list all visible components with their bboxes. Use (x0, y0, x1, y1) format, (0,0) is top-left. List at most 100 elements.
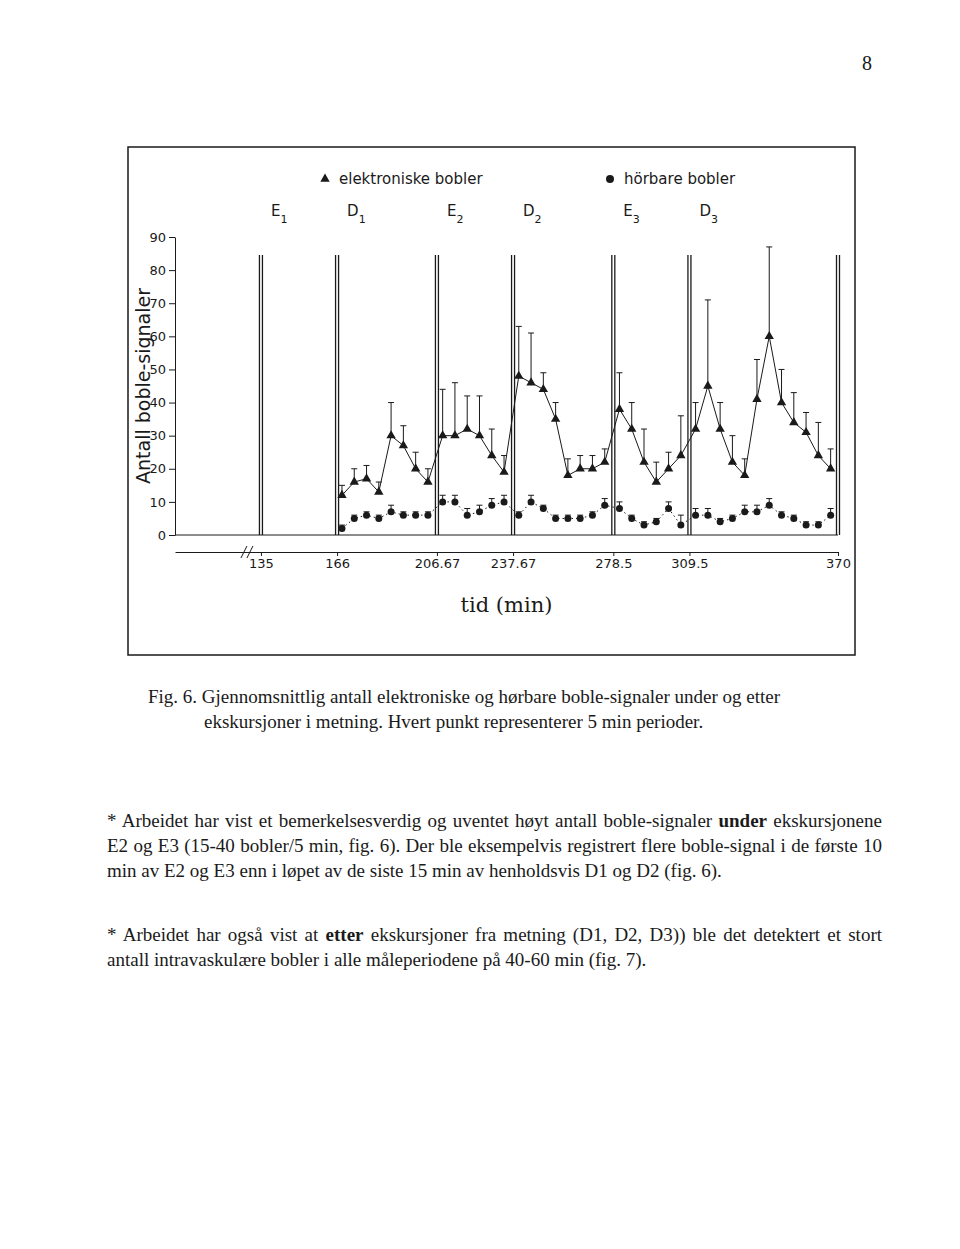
figure-frame (128, 147, 855, 655)
phase-label: D1 (347, 202, 366, 226)
error-bar (616, 373, 622, 409)
data-point (438, 430, 447, 438)
data-point (501, 498, 508, 505)
y-tick-mark (169, 303, 175, 304)
error-bar-cap (705, 299, 711, 300)
legend-item: hörbare bobler (606, 170, 736, 188)
x-axis-title: tid (min) (461, 593, 553, 617)
error-bar-cap (693, 402, 699, 403)
error-bar-cap (729, 435, 735, 436)
y-tick-mark (169, 436, 175, 437)
y-tick: 0 (158, 528, 175, 543)
phase-label: E1 (271, 202, 287, 226)
data-point (715, 424, 724, 432)
error-bar-stem (619, 373, 620, 409)
error-bar-stem (756, 360, 757, 400)
data-point (589, 512, 596, 519)
phase-label: E3 (623, 202, 639, 226)
paragraph: * Arbeidet har også vist at etter ekskur… (107, 922, 882, 972)
data-point (766, 502, 773, 509)
data-point (514, 371, 523, 379)
y-axis-line (175, 238, 176, 536)
data-point (399, 440, 408, 448)
error-bar-stem (518, 326, 519, 376)
error-bar-cap (666, 452, 672, 453)
error-bar-stem (769, 247, 770, 336)
error-bar-cap (602, 448, 608, 449)
text: * Arbeidet har også vist at (107, 924, 326, 945)
legend-marker (320, 174, 329, 182)
x-tick: 135 (249, 552, 274, 571)
data-point (411, 463, 420, 471)
data-point (601, 502, 608, 509)
y-tick-mark (169, 369, 175, 370)
error-bar-cap (779, 369, 785, 370)
data-point (729, 515, 736, 522)
error-bar-stem (479, 396, 480, 436)
error-bar-cap (501, 495, 507, 496)
legend-marker (606, 175, 614, 183)
phase-boundary (262, 255, 263, 535)
data-point (515, 512, 522, 519)
error-bar-cap (653, 462, 659, 463)
data-point (600, 457, 609, 465)
phase-boundary (338, 255, 339, 535)
data-point (386, 430, 395, 438)
y-tick-mark (169, 403, 175, 404)
error-bar-cap (717, 402, 723, 403)
data-point (665, 505, 672, 512)
baseline (175, 535, 838, 536)
error-bar-cap (464, 395, 470, 396)
error-bar-cap (828, 448, 834, 449)
data-point (588, 463, 597, 471)
data-point (374, 487, 383, 495)
data-point (752, 394, 761, 402)
phases: E1D1E2D2E3D3 (259, 202, 839, 535)
data-point (628, 515, 635, 522)
data-point (704, 512, 711, 519)
phase-boundary (511, 255, 512, 535)
data-point (528, 498, 535, 505)
caption: Fig. 6. Gjennomsnittlig antall elektroni… (148, 684, 848, 734)
error-bar-cap (791, 392, 797, 393)
error-bar (754, 360, 760, 400)
x-tick: 278.5 (595, 552, 632, 571)
x-tick: 206.67 (415, 552, 461, 571)
data-point (463, 424, 472, 432)
data-point (740, 470, 749, 478)
data-point (664, 463, 673, 471)
error-bar-cap (815, 422, 821, 423)
error-bar-cap (452, 495, 458, 496)
bold-text: etter (326, 924, 364, 945)
data-point (814, 450, 823, 458)
x-tick: 237.67 (491, 552, 537, 571)
x-tick-label: 309.5 (671, 556, 708, 571)
data-point (552, 515, 559, 522)
data-point (728, 457, 737, 465)
data-point (564, 515, 571, 522)
x-tick: 166 (325, 552, 350, 571)
data-point (641, 522, 648, 529)
legend-label: hörbare bobler (624, 170, 736, 188)
error-bar-cap (754, 505, 760, 506)
y-tick-mark (169, 237, 175, 238)
x-tick-label: 278.5 (595, 556, 632, 571)
data-point (692, 512, 699, 519)
error-bar-cap (476, 395, 482, 396)
data-point (450, 430, 459, 438)
data-point (375, 515, 382, 522)
error-bar-cap (351, 468, 357, 469)
legend-item: elektroniske bobler (320, 170, 483, 188)
phase-boundary (435, 255, 436, 535)
error-bar-cap (666, 501, 672, 502)
x-axis: 135166206.67237.67278.5309.5370 (176, 552, 851, 571)
data-point (639, 457, 648, 465)
data-layer (337, 247, 835, 532)
data-point (338, 525, 345, 532)
error-bar-cap (464, 508, 470, 509)
y-tick-mark (169, 336, 175, 337)
error-bar (452, 383, 458, 436)
data-point (540, 505, 547, 512)
data-point (412, 512, 419, 519)
data-point (652, 477, 661, 485)
